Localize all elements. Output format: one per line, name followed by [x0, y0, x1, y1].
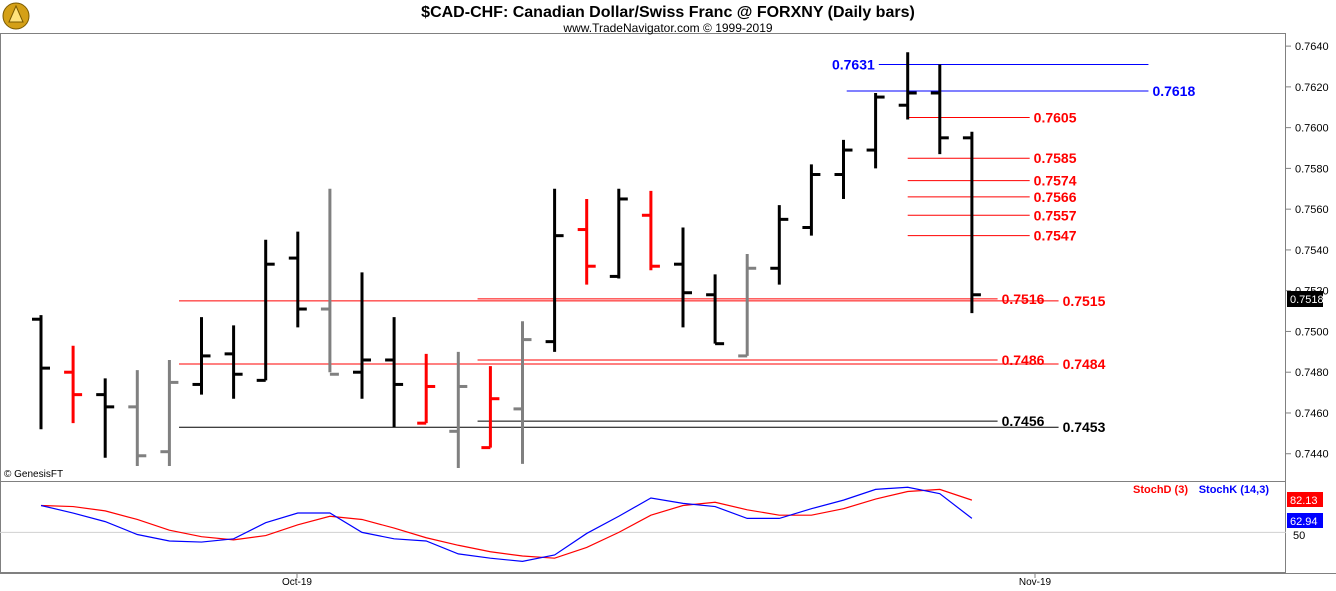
- last-price-value: 0.7518: [1290, 294, 1324, 306]
- ohlc-bar: [160, 359, 179, 466]
- level-label: 0.7574: [1034, 173, 1077, 189]
- ohlc-bar: [128, 370, 147, 466]
- ohlc-bar: [930, 64, 949, 155]
- y-tick-label: 0.7460: [1295, 408, 1329, 420]
- ohlc-bar: [962, 131, 981, 314]
- ohlc-bar: [449, 351, 468, 468]
- stoch-k-value-tag: [1287, 513, 1323, 528]
- y-tick-label: 0.7560: [1295, 204, 1329, 216]
- ohlc-bar: [674, 227, 692, 328]
- logo-icon: [2, 2, 30, 30]
- level-label: 0.7566: [1034, 189, 1077, 205]
- y-tick-label: 0.7480: [1295, 367, 1329, 379]
- level-label: 0.7515: [1063, 293, 1106, 309]
- ohlc-bar: [481, 366, 500, 450]
- level-label: 0.7631: [832, 56, 875, 72]
- ohlc-bar: [545, 188, 564, 352]
- y-tick-label: 0.7440: [1295, 449, 1329, 461]
- stoch-d-line: [40, 488, 973, 559]
- ohlc-bar: [64, 345, 83, 424]
- y-tick-label: 0.7620: [1295, 82, 1329, 94]
- ohlc-bar: [32, 315, 50, 430]
- y-tick-label: 0.7500: [1295, 326, 1329, 338]
- stoch-k-line: [40, 486, 973, 563]
- y-tick-label: 0.7600: [1295, 123, 1329, 135]
- ohlc-bar: [385, 317, 404, 428]
- level-label: 0.7605: [1034, 109, 1077, 125]
- stoch-d-value-tag: [1287, 492, 1323, 507]
- stoch-tick-50: 50: [1293, 530, 1305, 542]
- level-label: 0.7547: [1034, 228, 1077, 244]
- stoch-k-legend: StochK (14,3): [1199, 484, 1270, 496]
- x-label-oct: Oct-19: [282, 577, 312, 588]
- x-label-nov: Nov-19: [1019, 577, 1052, 588]
- stoch-k-value: 62.94: [1290, 516, 1318, 528]
- last-price-tag: [1287, 291, 1323, 307]
- ohlc-bar: [641, 190, 660, 271]
- ohlc-bar: [513, 321, 532, 464]
- level-label: 0.7486: [1002, 352, 1045, 368]
- level-label: 0.7557: [1034, 207, 1077, 223]
- level-label: 0.7516: [1002, 291, 1045, 307]
- ohlc-bar: [706, 274, 725, 346]
- ohlc-bar: [609, 188, 628, 279]
- ohlc-bar: [96, 378, 115, 458]
- level-label: 0.7585: [1034, 150, 1077, 166]
- ohlc-bar: [417, 353, 436, 425]
- ohlc-bar: [898, 52, 917, 120]
- ohlc-bar: [834, 139, 853, 199]
- level-label: 0.7456: [1002, 413, 1045, 429]
- y-tick-label: 0.7580: [1295, 163, 1329, 175]
- ohlc-bar: [288, 231, 307, 328]
- ohlc-bar: [353, 272, 371, 399]
- ohlc-bar: [802, 164, 821, 236]
- chart-subtitle: www.TradeNavigator.com © 1999-2019: [562, 21, 772, 35]
- ohlc-bar: [256, 239, 275, 382]
- level-label: 0.7484: [1063, 356, 1106, 372]
- stoch-layer: [0, 486, 1286, 563]
- stoch-d-value: 82.13: [1290, 495, 1318, 507]
- bars-layer: [32, 52, 981, 468]
- copyright-label: © GenesisFT: [4, 469, 63, 480]
- ohlc-bar: [320, 188, 339, 376]
- ohlc-bar: [770, 205, 789, 285]
- ohlc-bar: [866, 92, 885, 169]
- ohlc-bar: [577, 198, 596, 285]
- ohlc-bar: [738, 254, 757, 358]
- y-tick-label: 0.7540: [1295, 245, 1329, 257]
- ohlc-bar: [224, 325, 243, 399]
- level-label: 0.7453: [1063, 419, 1106, 435]
- chart-title: $CAD-CHF: Canadian Dollar/Swiss Franc @ …: [421, 4, 915, 21]
- y-tick-label: 0.7640: [1295, 41, 1329, 53]
- stoch-d-legend: StochD (3): [1133, 484, 1188, 496]
- price-axis: 0.74400.74600.74800.75000.75200.75400.75…: [1286, 41, 1329, 461]
- level-label: 0.7618: [1152, 83, 1195, 99]
- ohlc-bar: [192, 317, 211, 395]
- stoch-panel-frame: [0, 481, 1286, 573]
